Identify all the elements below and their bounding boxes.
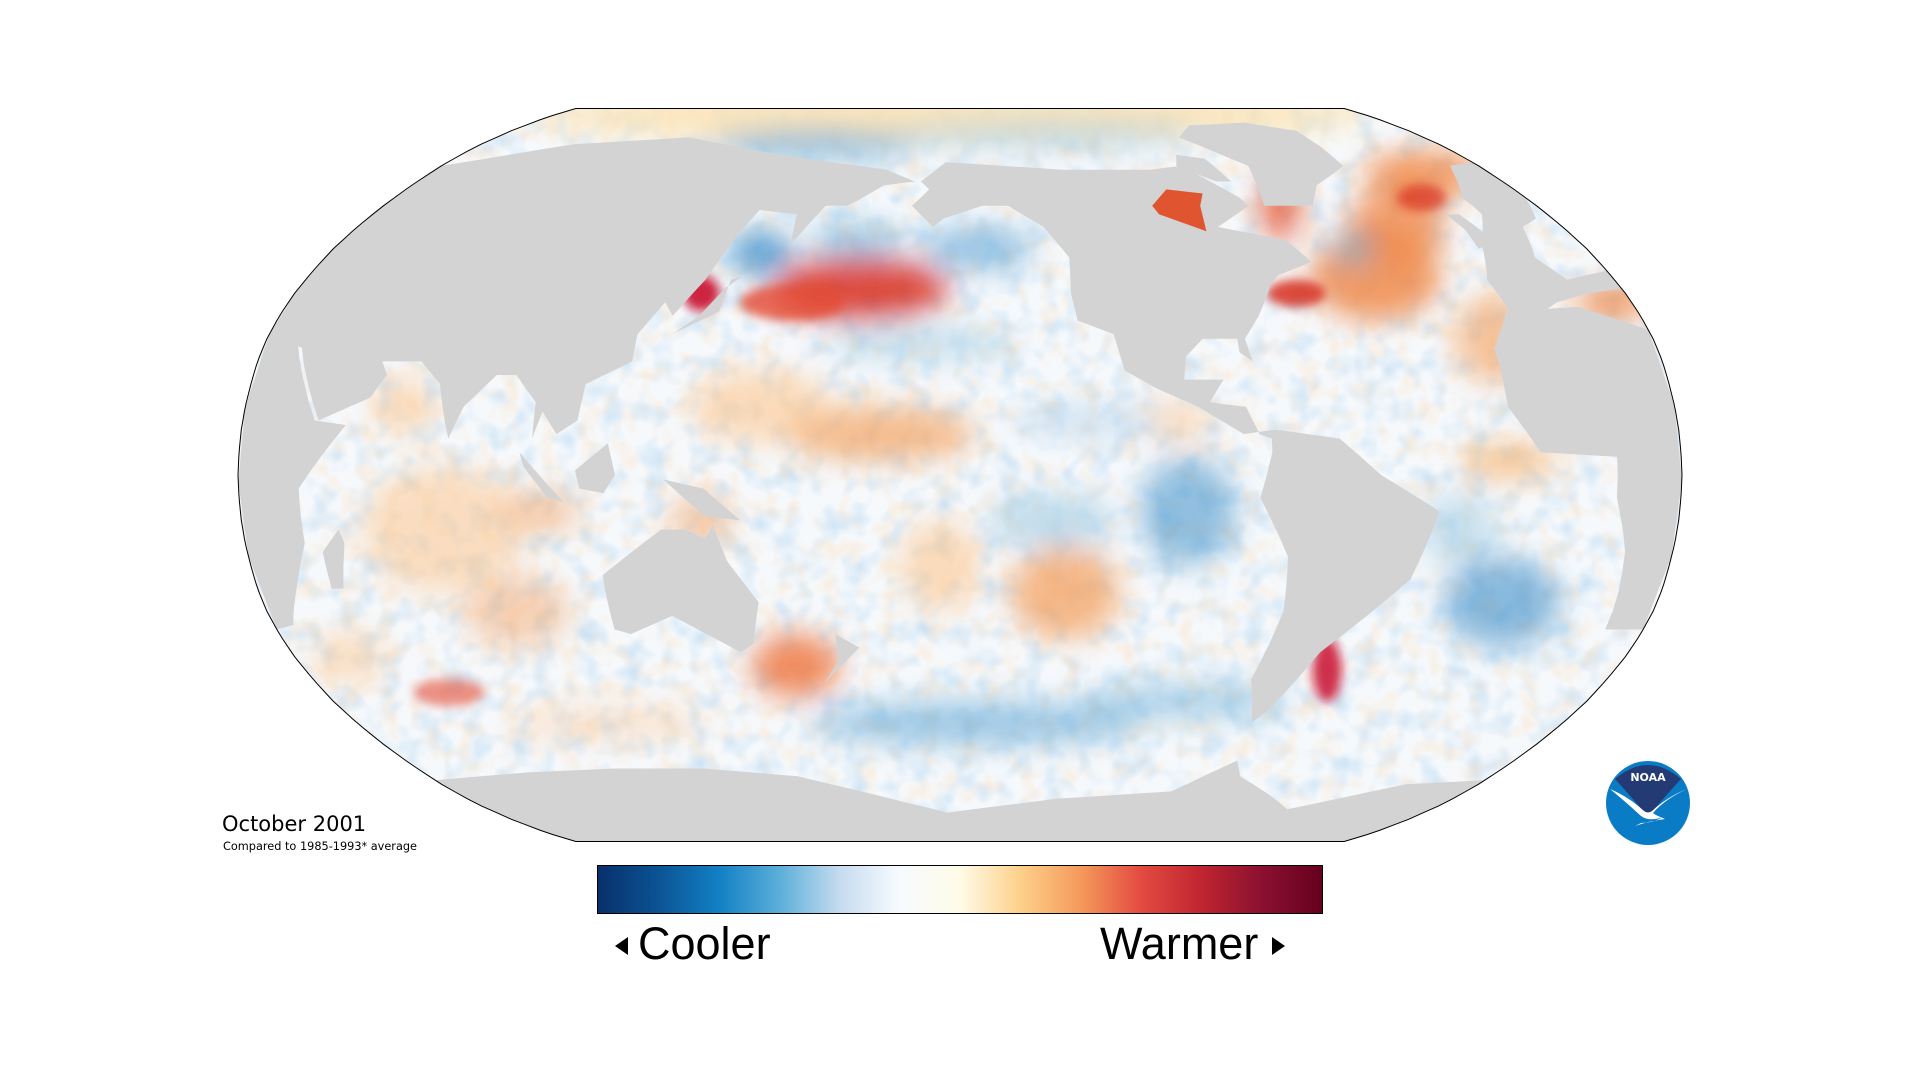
map-date-title: October 2001 bbox=[222, 812, 367, 836]
anomaly-region bbox=[413, 678, 484, 707]
anomaly-region bbox=[689, 370, 833, 444]
anomaly-region bbox=[1460, 443, 1558, 480]
warmer-legend-label: Warmer bbox=[1100, 918, 1286, 970]
anomaly-region bbox=[896, 120, 1201, 148]
anomaly-region bbox=[1266, 279, 1326, 307]
anomaly-region bbox=[921, 225, 1034, 272]
landmass-antarctica bbox=[435, 760, 1485, 842]
anomaly-region bbox=[507, 704, 709, 742]
anomaly-region bbox=[1396, 183, 1447, 212]
landmass-britain bbox=[1446, 214, 1489, 249]
svg-text:NOAA: NOAA bbox=[1630, 771, 1666, 784]
anomaly-region bbox=[313, 629, 388, 684]
landmass-africa-west bbox=[1494, 306, 1682, 630]
anomaly-region bbox=[1010, 547, 1120, 639]
anomaly-region bbox=[1363, 150, 1482, 197]
landmass-baffin bbox=[1176, 154, 1232, 182]
anomaly-region bbox=[751, 633, 840, 698]
temperature-anomaly-colorbar bbox=[597, 865, 1323, 914]
anomaly-region bbox=[1443, 556, 1561, 648]
noaa-logo: NOAA bbox=[1606, 761, 1690, 845]
anomaly-region bbox=[707, 130, 921, 158]
anomaly-region bbox=[739, 284, 845, 321]
anomaly-region bbox=[1312, 638, 1342, 703]
triangle-right-icon bbox=[1272, 937, 1286, 955]
hudson-bay-anomaly bbox=[1152, 189, 1207, 232]
cooler-text: Cooler bbox=[638, 918, 771, 969]
anomaly-region bbox=[1139, 456, 1236, 566]
landmass-madagascar bbox=[322, 529, 345, 589]
anomaly-region bbox=[362, 465, 522, 594]
anomaly-region bbox=[809, 221, 906, 259]
landmass-greenland bbox=[1178, 122, 1344, 206]
anomaly-region bbox=[1011, 402, 1172, 439]
anomaly-region bbox=[728, 230, 792, 276]
anomaly-region bbox=[824, 325, 1018, 362]
triangle-left-icon bbox=[615, 937, 628, 955]
map-border bbox=[237, 108, 1683, 842]
cooler-legend-label: Cooler bbox=[615, 918, 771, 970]
baseline-period-note: Compared to 1985-1993* average bbox=[223, 840, 417, 853]
anomaly-region bbox=[987, 493, 1116, 548]
landmass-australia bbox=[602, 525, 759, 653]
anomaly-region bbox=[809, 700, 1145, 746]
warmer-text: Warmer bbox=[1100, 918, 1259, 969]
landmass-borneo bbox=[575, 443, 615, 494]
landmass-eurasia bbox=[269, 137, 915, 439]
landmass-new-guinea bbox=[663, 479, 741, 521]
landmass-americas bbox=[912, 162, 1440, 724]
anomaly-region bbox=[1332, 230, 1375, 267]
anomaly-region bbox=[463, 574, 572, 648]
anomaly-region bbox=[372, 379, 436, 435]
landmass-africa-east bbox=[238, 334, 346, 630]
anomaly-region bbox=[500, 488, 581, 535]
anomaly-region bbox=[1147, 397, 1211, 444]
landmass-japan bbox=[672, 275, 744, 335]
anomaly-region bbox=[900, 520, 980, 612]
landmass-europe-west bbox=[1450, 162, 1622, 312]
anomaly-region bbox=[784, 406, 976, 462]
anomaly-region bbox=[1081, 683, 1291, 720]
landmass-new-zealand bbox=[824, 634, 860, 684]
